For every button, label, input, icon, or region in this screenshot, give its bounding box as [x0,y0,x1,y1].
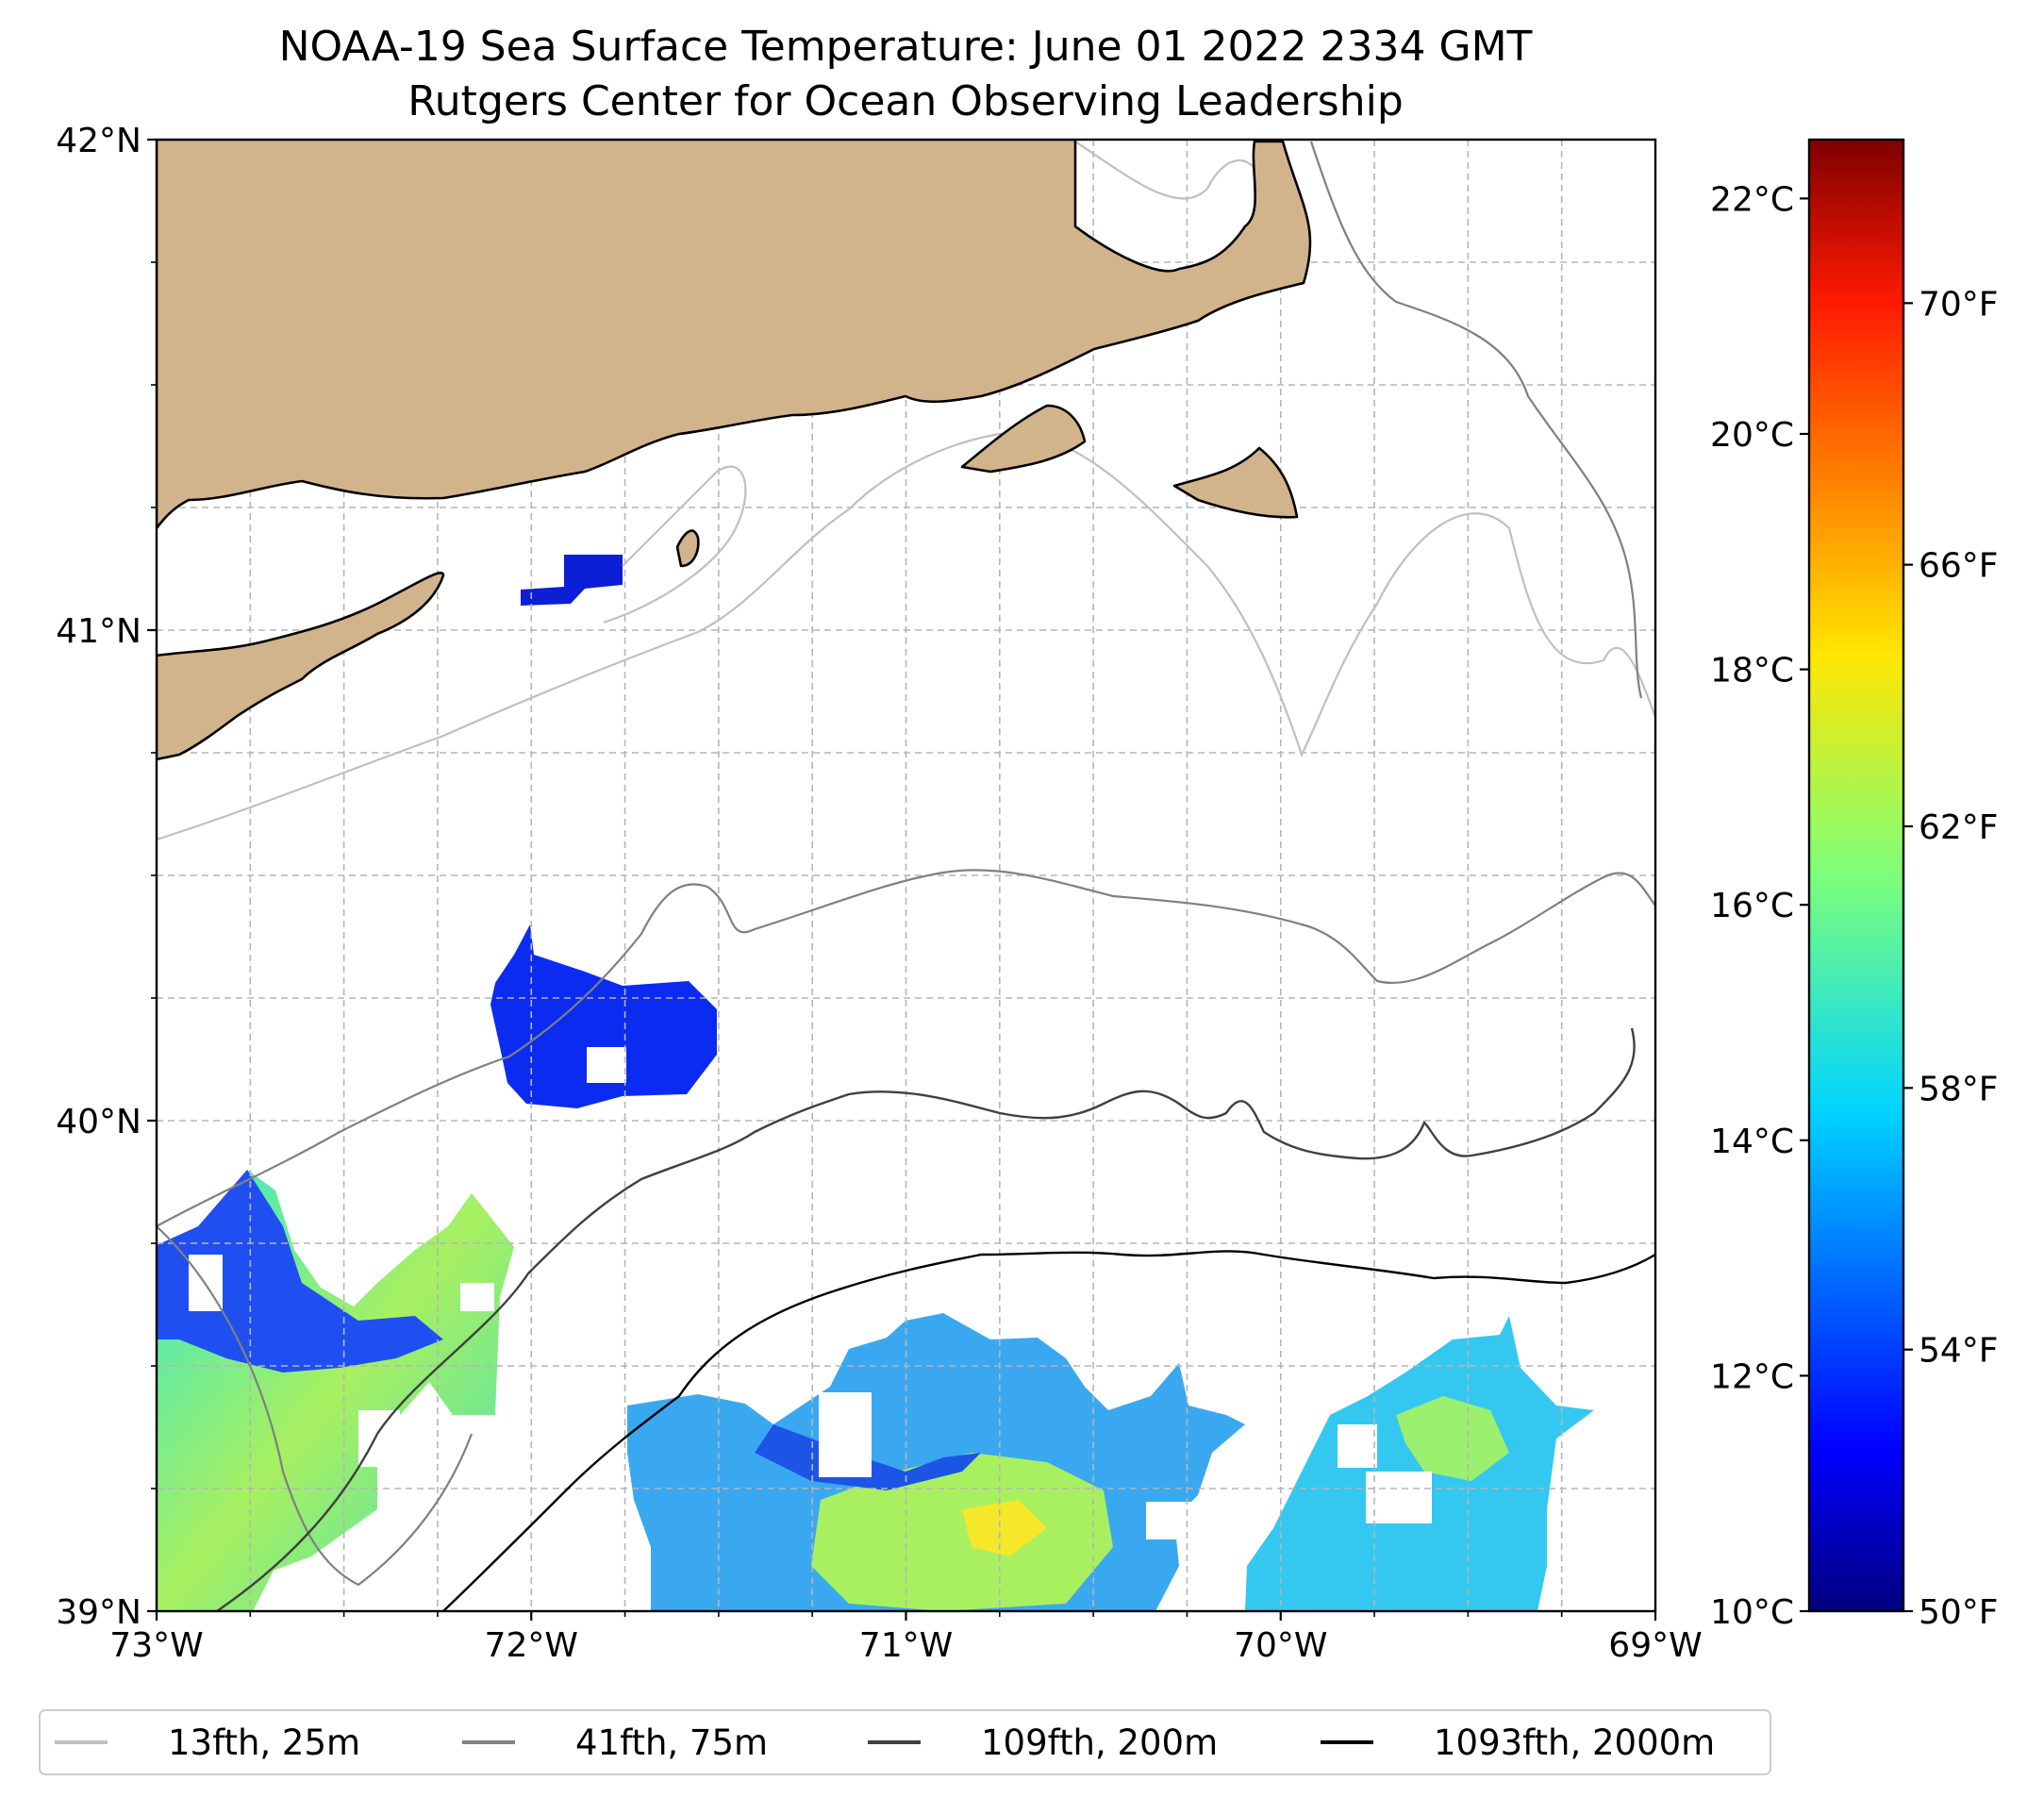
celsius-tick-label: 20°C [1710,416,1794,455]
legend-entries: 13fth, 25m 41fth, 75m 109fth, 200m 1093fth,… [55,1722,1715,1763]
celsius-tick-label: 10°C [1710,1593,1794,1632]
legend-label: 13fth, 25m [168,1722,360,1763]
legend-label: 1093fth, 2000m [1434,1722,1715,1763]
y-tick-label: 42°N [56,122,141,160]
isobath-2000m [442,1250,1655,1611]
fahrenheit-tick-label: 62°F [1919,808,1999,847]
sst-cloud-gap-1 [587,1047,626,1083]
sst-cloud-gap-6 [1146,1502,1203,1539]
y-tick-label: 39°N [56,1593,141,1632]
fahrenheit-tick-label: 54°F [1919,1332,1999,1371]
x-tick-label: 69°W [1608,1626,1702,1665]
isobath-75m [157,141,1655,1587]
landmass-layer [157,140,1312,761]
sst-cloud-gap-5 [819,1392,872,1477]
sst-cloud-gap-4 [460,1283,494,1311]
chart-title: NOAA-19 Sea Surface Temperature: June 01… [279,23,1533,71]
y-tick-label: 40°N [56,1103,141,1141]
sst-patch-slope-sea-cold-ribbon [755,1424,981,1490]
chart-subtitle: Rutgers Center for Ocean Observing Leade… [407,77,1404,125]
celsius-tick-label: 18°C [1710,652,1794,691]
sst-cloud-gap-8 [1366,1472,1432,1523]
land-long-island [157,572,445,761]
y-tick-label: 41°N [56,612,141,651]
sst-patch-outer-shelf [490,924,717,1108]
isobath-legend: 13fth, 25m 41fth, 75m 109fth, 200m 1093fth,… [39,1709,1771,1775]
legend-label: 109fth, 200m [981,1722,1218,1763]
x-tick-label: 72°W [485,1626,578,1665]
map-plot-area [157,140,1655,1611]
legend-label: 41fth, 75m [575,1722,768,1763]
sst-cloud-gap-7 [1338,1424,1377,1468]
celsius-tick-label: 14°C [1710,1123,1794,1161]
land-marthas-vineyard [960,404,1087,474]
land-block-island [675,529,700,568]
fahrenheit-tick-label: 66°F [1919,547,1999,586]
colorbar: 22°C 20°C 18°C 16°C 14°C 12°C 10°C 70°F 66°F 62°… [1710,138,1999,1632]
celsius-tick-label: 16°C [1710,887,1794,925]
celsius-tick-label: 22°C [1710,180,1794,219]
fahrenheit-tick-label: 50°F [1919,1593,1999,1632]
x-tick-label: 71°W [859,1626,953,1665]
map-axes: 73°W 72°W 71°W 70°W 69°W 42°N 41°N 40°N 39°N [56,122,1702,1665]
land-nantucket [1172,446,1299,519]
colorbar-fahrenheit-axis: 70°F 66°F 62°F 58°F 54°F 50°F [1903,285,1999,1632]
sst-patch-long-island-sound [521,555,623,606]
lat-lon-gridlines [157,140,1655,1611]
x-tick-label: 73°W [109,1626,203,1665]
sst-patch-slope-sea-hot-spot [962,1500,1047,1556]
isobath-200m [216,1027,1636,1611]
celsius-tick-label: 12°C [1710,1357,1794,1396]
fahrenheit-tick-label: 70°F [1919,285,1999,324]
sst-patch-southeast-warm [1396,1396,1509,1481]
sst-patch-slope-sea-warm-core [811,1453,1113,1611]
isobath-25m [157,141,1655,841]
x-tick-label: 70°W [1234,1626,1327,1665]
colorbar-celsius-axis: 22°C 20°C 18°C 16°C 14°C 12°C 10°C [1710,180,1809,1632]
colorbar-gradient [1807,138,1905,1613]
fahrenheit-tick-label: 58°F [1919,1070,1999,1108]
land-new-england [157,140,1312,530]
